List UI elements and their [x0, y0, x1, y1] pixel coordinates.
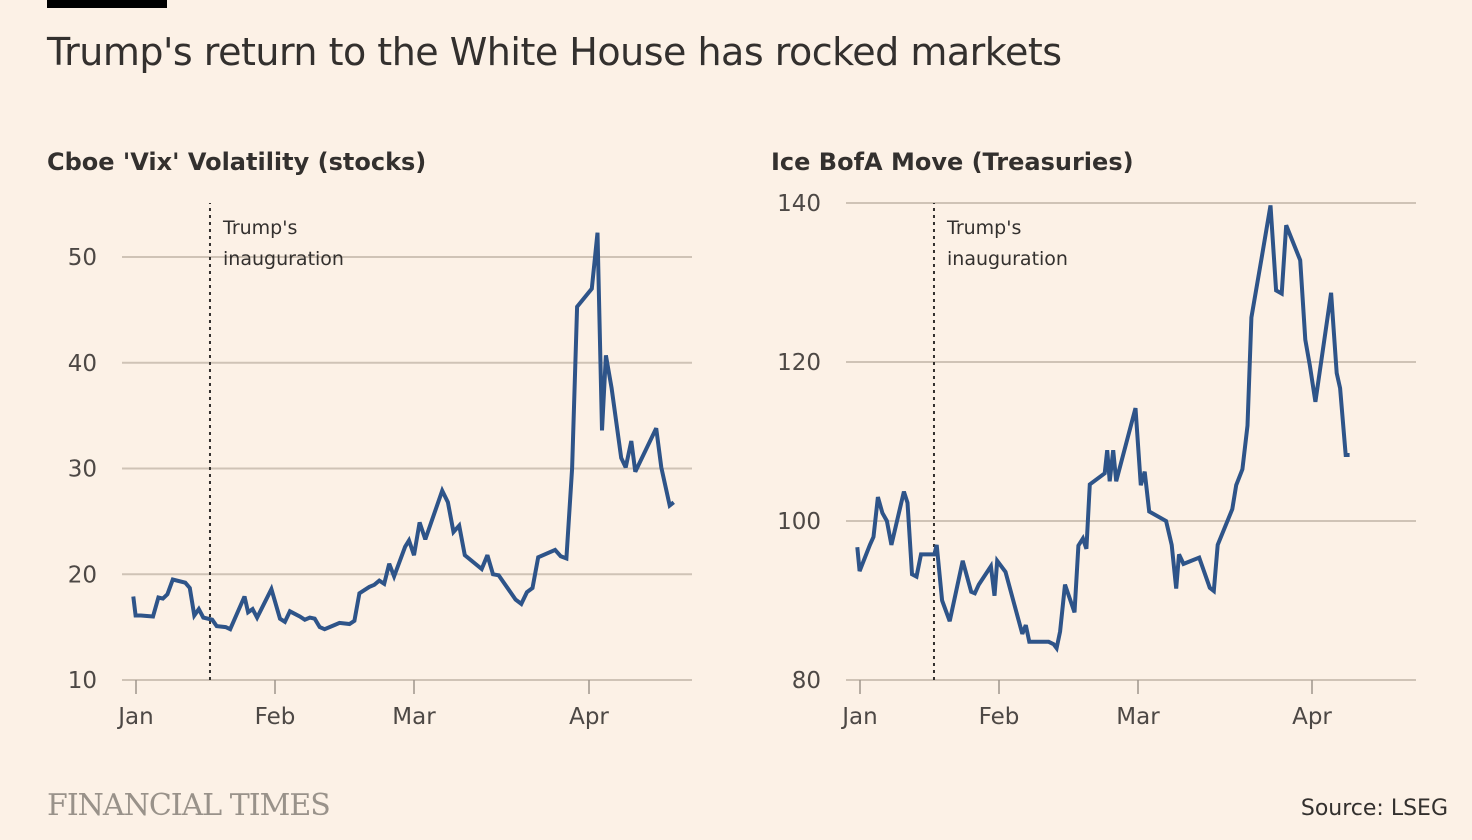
- y-tick-label: 20: [68, 562, 97, 588]
- x-tick-label: Jan: [840, 704, 877, 730]
- ft-brand-bar: [47, 0, 167, 8]
- vix-chart: 10 20 30 40 50 Jan Feb Mar Apr Trump's inauguratio…: [68, 203, 692, 730]
- page-title: Trump's return to the White House has ro…: [47, 30, 1062, 74]
- y-tick-label: 30: [68, 457, 97, 483]
- plot-area: 80 100 120 140 Jan Feb Mar Apr Trump's inaugurati…: [777, 191, 1416, 730]
- inauguration-label: inauguration: [947, 248, 1068, 270]
- x-tick-label: Mar: [392, 704, 436, 730]
- series-line-vix: [131, 232, 675, 632]
- chart-title-move: Ice BofA Move (Treasuries): [771, 148, 1134, 176]
- x-tick-label: Mar: [1116, 704, 1160, 730]
- y-tick-label: 80: [792, 668, 821, 694]
- x-tick-label: Feb: [979, 704, 1020, 730]
- chart-title-vix: Cboe 'Vix' Volatility (stocks): [47, 148, 427, 176]
- y-tick-label: 120: [777, 350, 821, 376]
- move-chart: 80 100 120 140 Jan Feb Mar Apr Trump's inaugurati…: [777, 191, 1416, 730]
- y-tick-label: 40: [68, 351, 97, 377]
- source-note: Source: LSEG: [1300, 796, 1448, 821]
- x-tick-label: Apr: [1292, 704, 1332, 730]
- y-tick-label: 100: [777, 509, 821, 535]
- plot-area: 10 20 30 40 50 Jan Feb Mar Apr Trump's inauguratio…: [68, 203, 692, 730]
- x-tick-label: Feb: [255, 704, 296, 730]
- x-tick-label: Jan: [116, 704, 153, 730]
- y-tick-label: 50: [68, 245, 97, 271]
- inauguration-label: Trump's: [946, 217, 1021, 239]
- ft-logo: FINANCIAL TIMES: [47, 788, 331, 823]
- inauguration-label: Trump's: [222, 217, 297, 239]
- x-tick-label: Apr: [569, 704, 609, 730]
- inauguration-label: inauguration: [223, 248, 344, 270]
- y-tick-label: 140: [777, 191, 821, 217]
- series-line-move: [855, 205, 1350, 653]
- y-tick-label: 10: [68, 668, 97, 694]
